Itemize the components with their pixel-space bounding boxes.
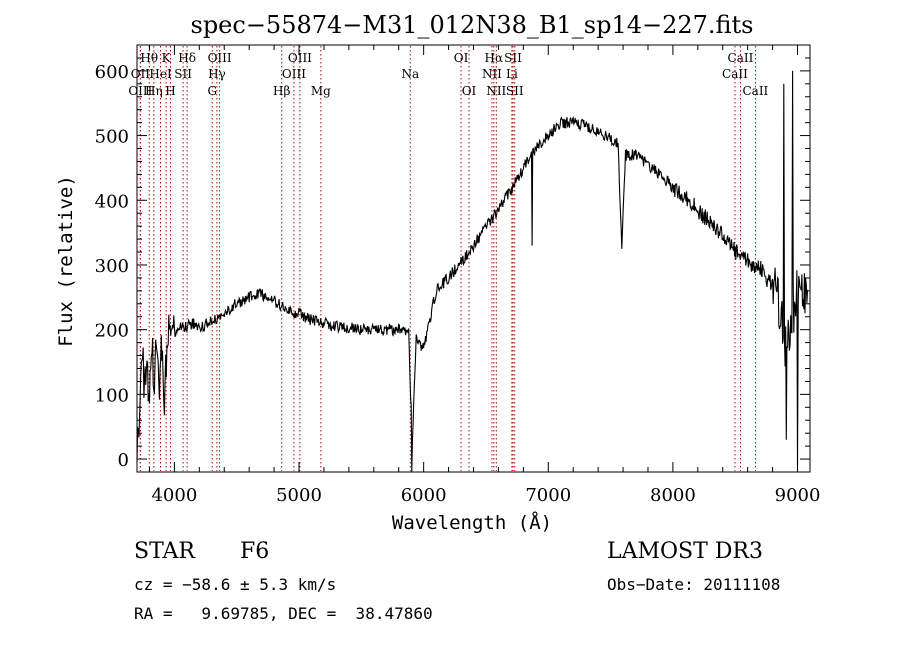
object-class: STAR [134, 539, 195, 564]
line-label-19: Hα [485, 51, 504, 65]
x-tick-label-0: 4000 [151, 485, 197, 506]
line-markers [139, 46, 756, 471]
line-label-0: Hθ [140, 51, 158, 65]
line-label-25: CaII [728, 51, 754, 65]
y-tick-label-1: 100 [95, 385, 129, 406]
x-tick-label-1: 5000 [276, 485, 322, 506]
line-label-16: Na [401, 67, 419, 81]
sky-coordinates: RA = 9.69785, DEC = 38.47860 [134, 604, 433, 623]
observation-date: Obs−Date: 20111108 [607, 575, 781, 594]
x-tick-label-4: 8000 [650, 485, 696, 506]
spectrum-series [136, 70, 809, 473]
line-label-3: Hη [145, 84, 163, 98]
line-label-5: HeI [149, 67, 172, 81]
y-tick-label-2: 200 [95, 321, 129, 342]
x-axis-label: Wavelength (Å) [392, 511, 552, 534]
y-axis-label: Flux (relative) [55, 175, 77, 347]
line-label-12: Hβ [273, 84, 290, 98]
x-tick-label-2: 6000 [401, 485, 447, 506]
line-label-1: OII [131, 67, 151, 81]
y-tick-label-4: 400 [95, 191, 129, 212]
chart-title: spec−55874−M31_012N38_B1_sp14−227.fits [191, 11, 754, 39]
line-label-27: CaII [742, 84, 768, 98]
line-label-18: OI [462, 84, 477, 98]
y-tick-label-3: 300 [95, 256, 129, 277]
line-label-23: Li [506, 67, 518, 81]
line-label-15: Mg [311, 84, 331, 98]
line-label-6: H [165, 84, 175, 98]
line-label-7: SII [174, 67, 192, 81]
line-label-22: SII [504, 51, 522, 65]
x-tick-label-5: 9000 [775, 485, 821, 506]
line-label-4: K [162, 51, 172, 65]
survey-name: LAMOST DR3 [607, 539, 763, 564]
line-label-2: OIII [128, 84, 152, 98]
line-label-21: NII [486, 84, 506, 98]
axis-ticks: 4000 5000 6000 7000 8000 9000 0 100 200 300 400 500… [95, 44, 821, 506]
y-tick-label-5: 500 [95, 127, 129, 148]
line-label-24: SII [506, 84, 524, 98]
spectrum-line [136, 70, 809, 473]
line-label-14: OIII [282, 67, 306, 81]
line-label-17: OI [454, 51, 469, 65]
line-label-9: OIII [208, 51, 232, 65]
redshift-velocity: cz = −58.6 ± 5.3 km/s [134, 575, 337, 594]
line-label-26: CaII [722, 67, 748, 81]
x-tick-label-3: 7000 [525, 485, 571, 506]
line-label-10: Hγ [208, 67, 226, 81]
line-label-20: NII [482, 67, 502, 81]
plot-frame [136, 44, 811, 473]
line-label-11: G [207, 84, 217, 98]
line-label-13: OIII [288, 51, 312, 65]
object-subclass: F6 [240, 539, 270, 564]
y-tick-label-0: 0 [118, 450, 129, 471]
y-tick-label-6: 600 [95, 62, 129, 83]
line-label-8: Hδ [178, 51, 196, 65]
